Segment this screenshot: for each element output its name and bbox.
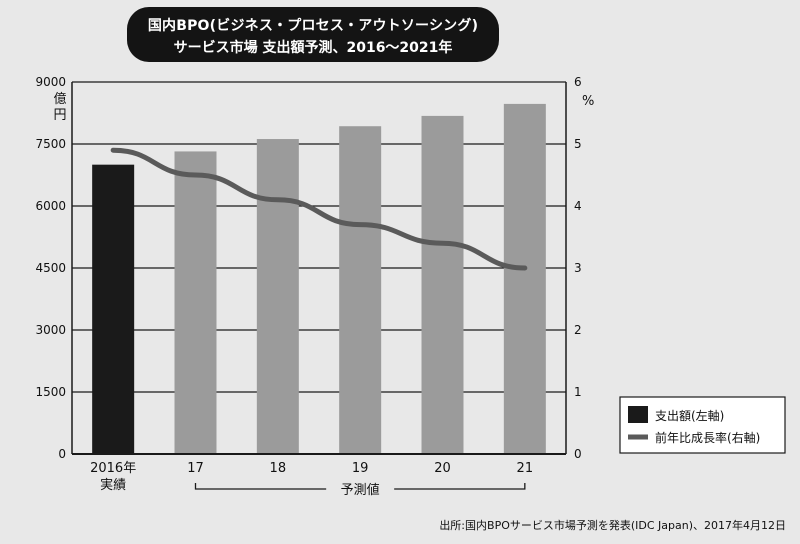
x-tick-label: 19 <box>352 461 369 476</box>
right-tick-label: 0 <box>574 447 582 461</box>
bar <box>339 126 382 454</box>
left-tick-label: 9000 <box>35 75 66 89</box>
title-box: 国内BPO(ビジネス・プロセス・アウトソーシング) サービス市場 支出額予測、2… <box>127 7 499 62</box>
right-tick-label: 1 <box>574 385 582 399</box>
left-tick-label: 7500 <box>35 137 66 151</box>
growth-rate-line <box>110 147 528 271</box>
chart-title-line2: サービス市場 支出額予測、2016〜2021年 <box>173 40 453 56</box>
legend: 支出額(左軸) 前年比成長率(右軸) <box>619 396 786 454</box>
left-tick-label: 6000 <box>35 199 66 213</box>
forecast-bracket: 予測値 <box>194 480 526 498</box>
source-note: 出所:国内BPOサービス市場予測を発表(IDC Japan)、2017年4月12… <box>439 519 786 532</box>
bar <box>256 139 299 455</box>
left-axis-unit: 円 <box>53 108 66 123</box>
right-tick-label: 3 <box>574 261 582 275</box>
left-axis-ticks: 0 1500 3000 4500 6000 7500 9000 億円 <box>35 75 66 461</box>
bar <box>421 115 464 454</box>
left-tick-label: 3000 <box>35 323 66 337</box>
left-tick-label: 4500 <box>35 261 66 275</box>
x-tick-label: 2016年 <box>90 461 136 476</box>
left-axis-unit: 億 <box>53 91 66 107</box>
right-tick-label: 6 <box>574 75 582 89</box>
x-tick-label: 21 <box>517 461 534 476</box>
x-tick-label: 実績 <box>100 477 126 493</box>
bracket-label-bg <box>326 480 395 498</box>
left-tick-label: 0 <box>58 447 66 461</box>
right-tick-label: 4 <box>574 199 582 213</box>
x-tick-label: 18 <box>270 461 287 476</box>
bar <box>92 164 135 454</box>
x-tick-label: 17 <box>187 461 204 476</box>
legend-bar-swatch <box>628 406 648 423</box>
right-tick-label: 2 <box>574 323 582 337</box>
gridlines <box>72 81 566 393</box>
bar <box>174 151 217 454</box>
legend-bar-label: 支出額(左軸) <box>655 408 724 423</box>
left-tick-label: 1500 <box>35 385 66 399</box>
chart-title-line1: 国内BPO(ビジネス・プロセス・アウトソーシング) <box>147 18 479 34</box>
right-axis-unit: % <box>582 94 594 109</box>
legend-line-label: 前年比成長率(右軸) <box>655 430 760 445</box>
right-tick-label: 5 <box>574 137 582 151</box>
axes <box>71 82 567 455</box>
bar <box>503 103 546 454</box>
x-tick-label: 20 <box>434 461 451 476</box>
right-axis-ticks: 0 1 2 3 4 5 6% <box>574 75 594 461</box>
growth-line <box>110 147 528 271</box>
bars <box>92 103 546 455</box>
bracket-label: 予測値 <box>341 482 380 498</box>
